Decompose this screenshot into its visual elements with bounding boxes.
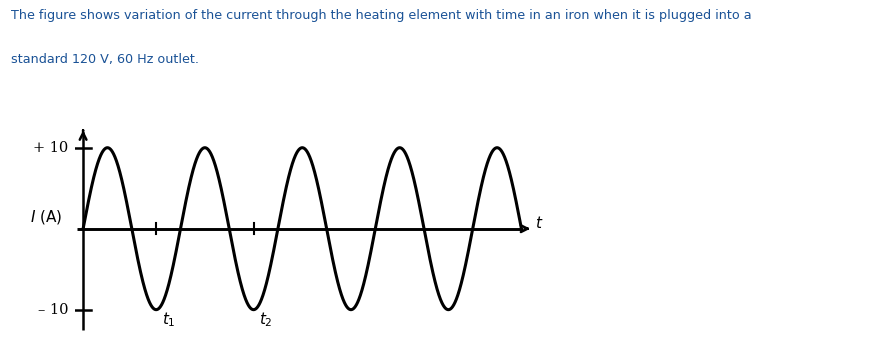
Text: $t_1$: $t_1$ <box>162 310 175 329</box>
Text: $t$: $t$ <box>535 215 543 231</box>
Text: $I$ (A): $I$ (A) <box>30 208 62 225</box>
Text: The figure shows variation of the current through the heating element with time : The figure shows variation of the curren… <box>11 9 751 22</box>
Text: $t_2$: $t_2$ <box>260 310 273 329</box>
Text: standard 120 V, 60 Hz outlet.: standard 120 V, 60 Hz outlet. <box>11 53 198 66</box>
Text: – 10: – 10 <box>38 303 68 317</box>
Text: + 10: + 10 <box>34 141 68 155</box>
